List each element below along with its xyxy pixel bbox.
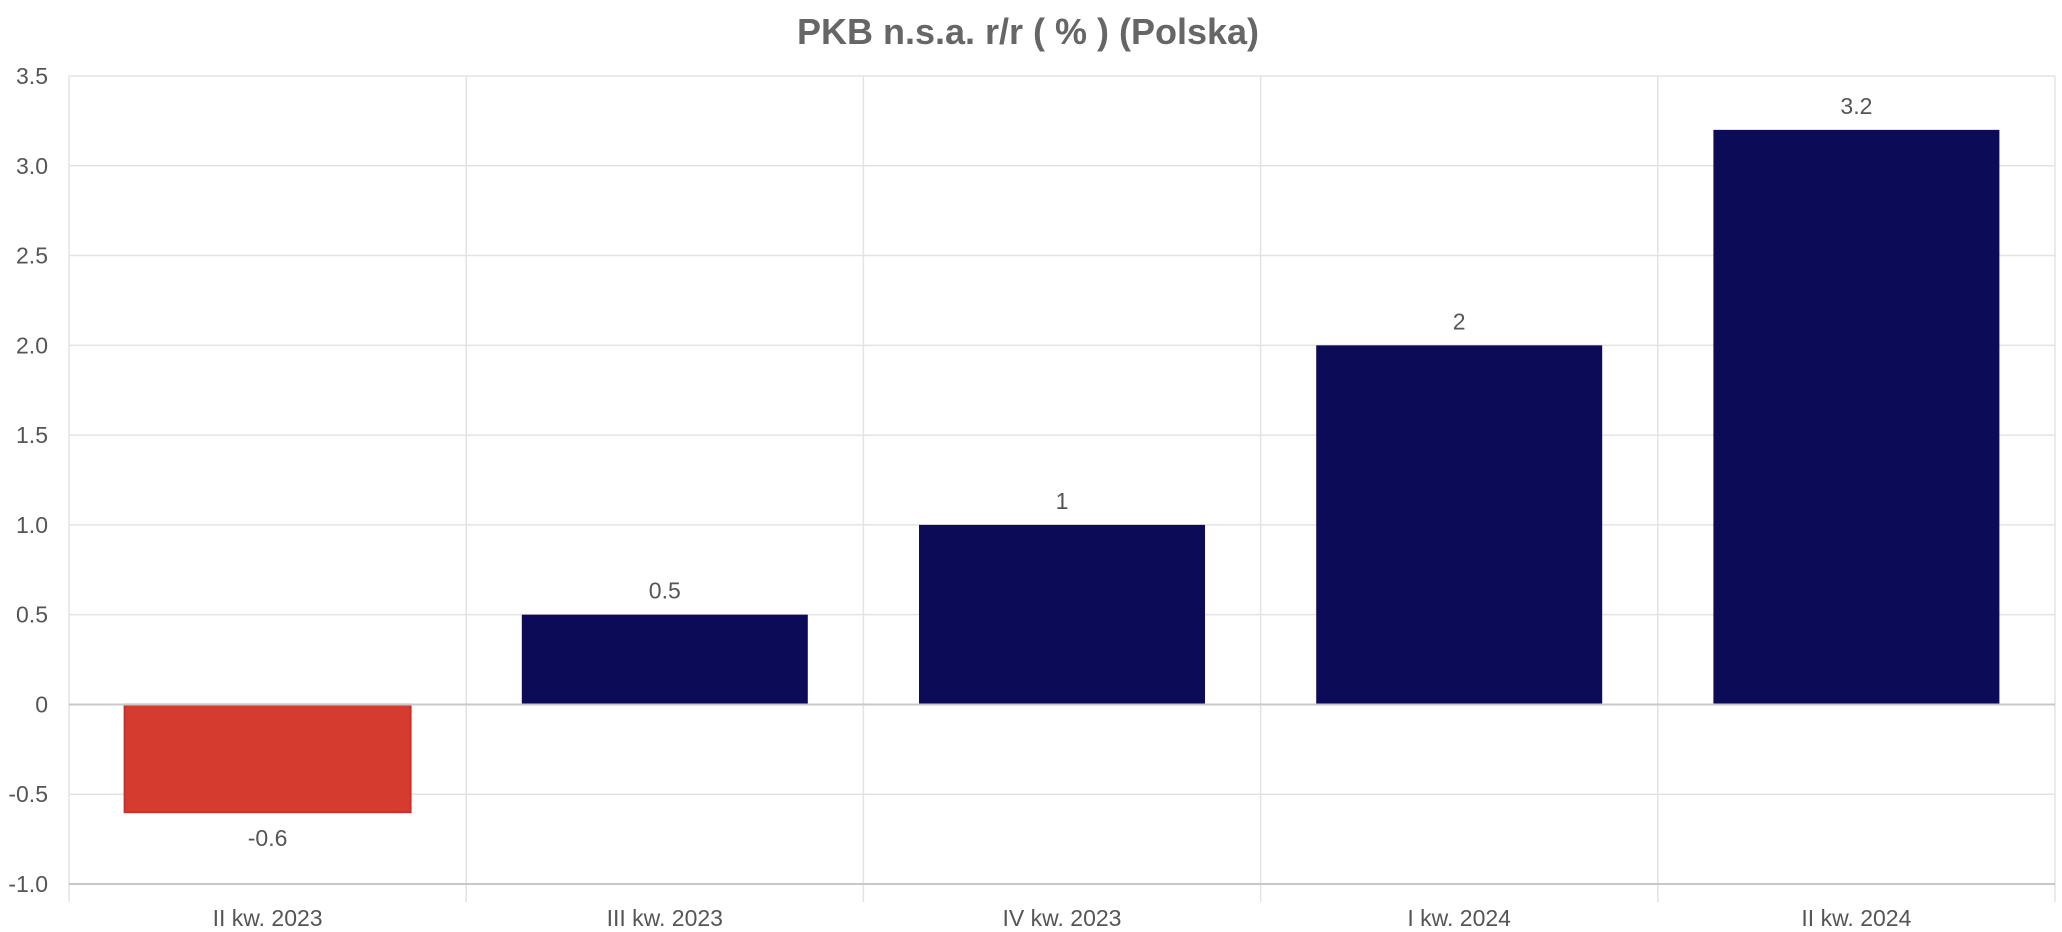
y-tick-label: 3.5 xyxy=(16,63,48,89)
y-tick-label: 2.5 xyxy=(16,243,48,269)
x-tick-label: II kw. 2023 xyxy=(213,905,323,931)
data-label: 0.5 xyxy=(649,578,681,604)
data-label: -0.6 xyxy=(248,825,288,851)
y-tick-label: 1.5 xyxy=(16,422,48,448)
y-tick-label: -1.0 xyxy=(8,871,48,897)
chart-title: PKB n.s.a. r/r ( % ) (Polska) xyxy=(797,11,1259,52)
data-label: 2 xyxy=(1453,308,1466,334)
bar[interactable] xyxy=(123,703,412,814)
bars xyxy=(123,129,2000,814)
bar[interactable] xyxy=(1316,345,1603,705)
bar[interactable] xyxy=(919,524,1205,705)
data-label: 1 xyxy=(1056,488,1069,514)
y-tick-label: 1.0 xyxy=(16,512,48,538)
y-tick-label: 3.0 xyxy=(16,153,48,179)
y-tick-label: -0.5 xyxy=(8,781,48,807)
y-tick-label: 0.5 xyxy=(16,602,48,628)
axes: -1.0 -0.5 0 0.5 1.0 1.5 2.0 2.5 3.0 3.5 II kw. 202… xyxy=(8,63,2055,931)
x-tick-label: II kw. 2024 xyxy=(1801,905,1911,931)
y-tick-label: 2.0 xyxy=(16,332,48,358)
x-tick-label: IV kw. 2023 xyxy=(1003,905,1122,931)
x-tick-label: III kw. 2023 xyxy=(607,905,723,931)
data-labels: -0.6 0.5 1 2 3.2 xyxy=(248,93,1873,851)
y-tick-label: 0 xyxy=(35,691,48,717)
bar[interactable] xyxy=(1713,129,2000,705)
data-label: 3.2 xyxy=(1840,93,1872,119)
bar[interactable] xyxy=(521,614,808,705)
x-tick-label: I kw. 2024 xyxy=(1407,905,1511,931)
